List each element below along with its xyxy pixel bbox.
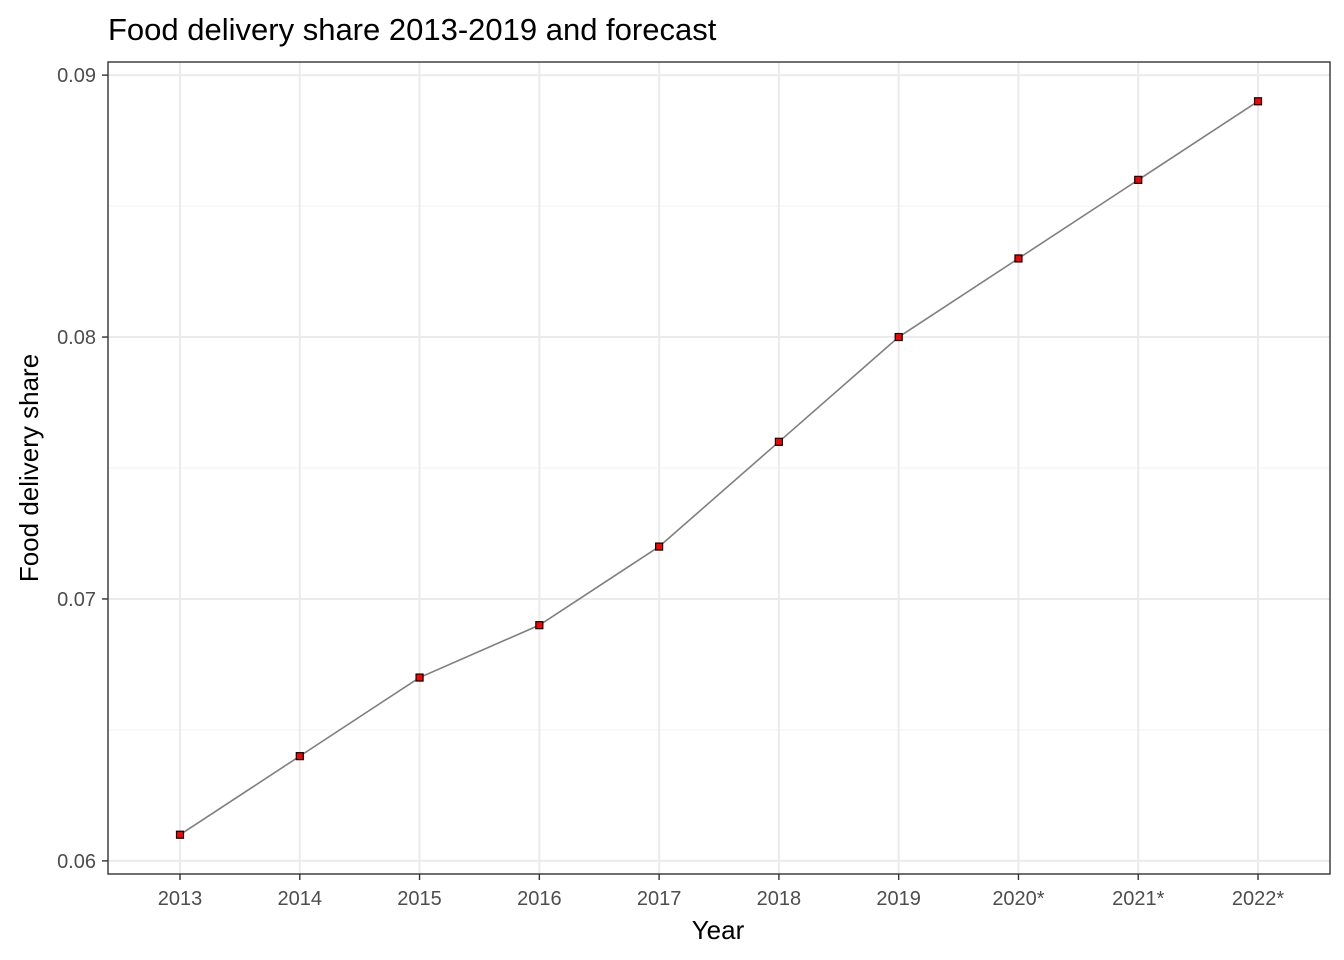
data-point [295, 752, 304, 761]
data-point [1014, 254, 1023, 263]
x-tick-label: 2022* [1232, 888, 1284, 910]
grid [108, 62, 1330, 874]
x-tick-label: 2015 [397, 888, 442, 910]
x-tick-label: 2013 [158, 888, 203, 910]
data-point [1253, 97, 1263, 106]
x-axis-title: Year [692, 915, 745, 945]
series-line [179, 100, 1259, 836]
panel-border [107, 61, 1331, 875]
data-point [655, 542, 664, 551]
y-tick-label: 0.08 [57, 327, 96, 349]
data-point [1134, 175, 1143, 184]
y-tick-label: 0.06 [57, 851, 96, 873]
data-point [175, 830, 185, 839]
x-tick-label: 2017 [637, 888, 682, 910]
series-line-layer [179, 100, 1259, 836]
data-point [894, 332, 903, 342]
x-tick-label: 2020* [992, 888, 1044, 910]
y-tick-label: 0.07 [57, 589, 96, 611]
data-points [175, 97, 1263, 839]
y-tick-label: 0.09 [57, 65, 96, 87]
x-tick-label: 2019 [876, 888, 921, 910]
axis-ticks: 0.06 0.07 0.08 0.09 2013 2014 2015 2016 2017 2018… [57, 65, 1284, 910]
y-axis-title: Food delivery share [14, 354, 44, 582]
x-tick-label: 2014 [278, 888, 323, 910]
x-tick-label: 2018 [757, 888, 802, 910]
data-point [535, 621, 544, 630]
x-tick-label: 2016 [517, 888, 562, 910]
data-point [774, 437, 784, 446]
chart-title: Food delivery share 2013-2019 and foreca… [108, 12, 717, 47]
x-tick-label: 2021* [1112, 888, 1164, 910]
data-point [415, 673, 424, 682]
